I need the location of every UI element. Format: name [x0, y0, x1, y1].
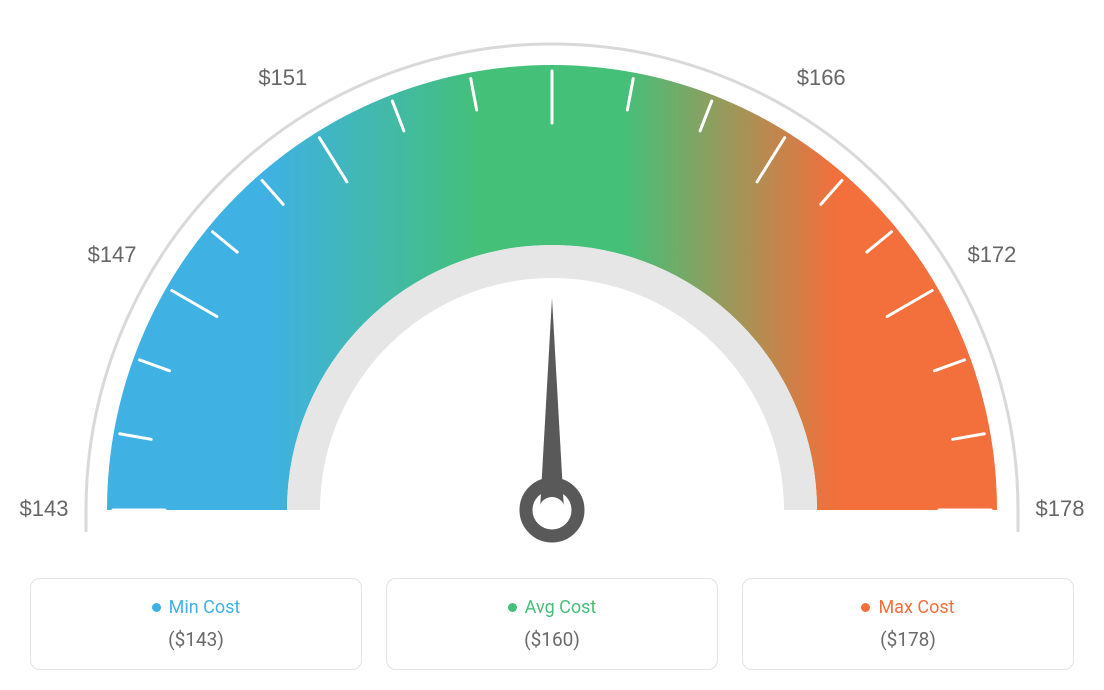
max-cost-card: Max Cost ($178): [742, 578, 1074, 670]
min-dot-icon: [152, 603, 161, 612]
max-cost-label: Max Cost: [878, 597, 954, 618]
svg-text:$166: $166: [797, 65, 846, 90]
avg-cost-card: Avg Cost ($160): [386, 578, 718, 670]
svg-text:$172: $172: [967, 242, 1016, 267]
cost-gauge: $143 $147 $151 $160 $166 $172 $178: [0, 10, 1104, 570]
max-dot-icon: [861, 603, 870, 612]
min-cost-label: Min Cost: [169, 597, 241, 618]
avg-cost-label: Avg Cost: [525, 597, 597, 618]
svg-text:$143: $143: [20, 496, 69, 521]
cost-cards-row: Min Cost ($143) Avg Cost ($160) Max Cost…: [30, 578, 1074, 670]
avg-cost-value: ($160): [407, 628, 697, 651]
avg-dot-icon: [508, 603, 517, 612]
max-cost-value: ($178): [763, 628, 1053, 651]
gauge-svg: $143 $147 $151 $160 $166 $172 $178: [0, 10, 1104, 570]
svg-text:$151: $151: [258, 65, 307, 90]
min-cost-value: ($143): [51, 628, 341, 651]
svg-text:$178: $178: [1036, 496, 1085, 521]
svg-text:$147: $147: [88, 242, 137, 267]
svg-text:$160: $160: [528, 10, 577, 13]
min-cost-card: Min Cost ($143): [30, 578, 362, 670]
